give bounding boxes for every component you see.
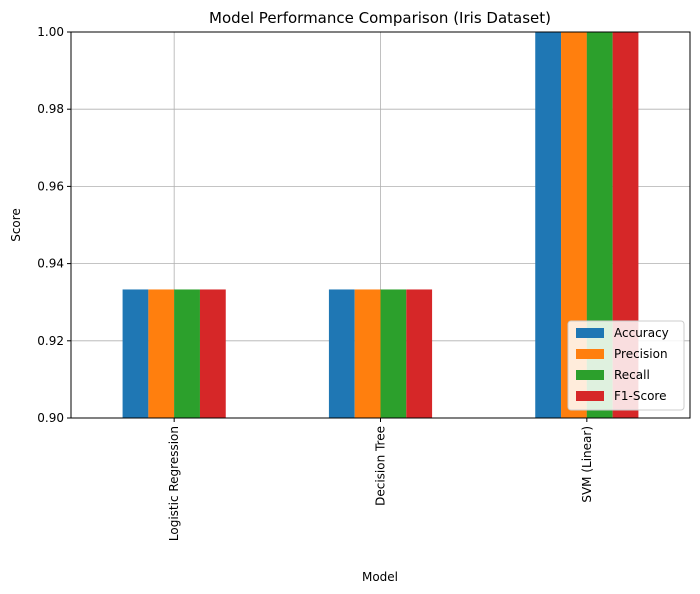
legend-swatch [576,391,604,401]
bar-f1-score [199,289,226,418]
y-tick-label: 0.92 [37,334,64,348]
y-tick-label: 0.98 [37,102,64,116]
bar-recall [174,289,200,418]
legend-label: F1-Score [614,389,666,403]
legend-label: Recall [614,368,650,382]
y-axis-ticks: 0.90 0.92 0.94 0.96 0.98 1.00 [37,25,71,425]
y-tick-label: 1.00 [37,25,64,39]
x-tick-label: SVM (Linear) [580,426,594,503]
chart-title: Model Performance Comparison (Iris Datas… [209,9,551,27]
y-axis-label: Score [9,208,23,242]
x-tick-label: Decision Tree [374,426,388,506]
bar-f1-score [406,289,433,418]
bar-accuracy [122,289,149,418]
x-axis-label: Model [362,570,398,584]
legend-swatch [576,349,604,359]
y-tick-label: 0.96 [37,179,64,193]
bar-precision [148,289,175,418]
y-tick-label: 0.90 [37,411,64,425]
legend-label: Accuracy [614,326,669,340]
y-tick-label: 0.94 [37,257,64,271]
bar-precision [354,289,381,418]
bar-accuracy [328,289,355,418]
legend-label: Precision [614,347,668,361]
bar-accuracy [535,32,562,418]
x-tick-label: Logistic Regression [167,426,181,541]
legend-swatch [576,328,604,338]
bar-recall [380,289,407,418]
legend: Accuracy Precision Recall F1-Score [567,320,685,411]
legend-swatch [576,370,604,380]
x-axis-ticks: Logistic Regression Decision Tree SVM (Lin… [167,418,594,541]
legend-box [567,320,685,411]
